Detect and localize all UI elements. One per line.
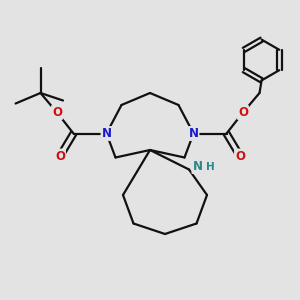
Text: O: O	[52, 106, 62, 119]
Text: N: N	[192, 160, 203, 173]
Text: N: N	[188, 127, 199, 140]
Text: H: H	[206, 161, 215, 172]
Text: O: O	[55, 149, 65, 163]
Text: N: N	[101, 127, 112, 140]
Text: O: O	[238, 106, 248, 119]
Text: O: O	[235, 149, 245, 163]
